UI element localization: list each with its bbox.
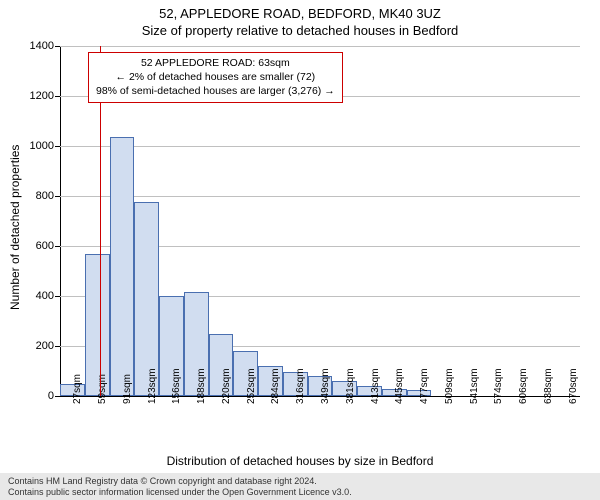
y-tick-label: 1200 bbox=[20, 90, 54, 102]
x-tick-label: 220sqm bbox=[221, 368, 232, 404]
grid-line bbox=[60, 46, 580, 47]
x-tick-label: 59sqm bbox=[97, 374, 108, 404]
x-tick-label: 413sqm bbox=[370, 368, 381, 404]
plot-area: 020040060080010001200140027sqm59sqm91sqm… bbox=[60, 46, 580, 396]
y-axis-line bbox=[60, 46, 61, 396]
info-box: 52 APPLEDORE ROAD: 63sqm← 2% of detached… bbox=[88, 52, 343, 103]
y-tick bbox=[55, 146, 60, 147]
histogram-bar bbox=[134, 202, 159, 396]
x-tick-label: 91sqm bbox=[122, 374, 133, 404]
x-tick-label: 477sqm bbox=[419, 368, 430, 404]
x-axis-label: Distribution of detached houses by size … bbox=[0, 454, 600, 468]
x-tick-label: 156sqm bbox=[171, 368, 182, 404]
y-tick bbox=[55, 346, 60, 347]
x-tick-label: 27sqm bbox=[72, 374, 83, 404]
x-tick-label: 670sqm bbox=[568, 368, 579, 404]
y-tick-label: 1400 bbox=[20, 40, 54, 52]
x-tick-label: 606sqm bbox=[518, 368, 529, 404]
x-tick-label: 445sqm bbox=[394, 368, 405, 404]
y-tick bbox=[55, 396, 60, 397]
x-tick-label: 252sqm bbox=[246, 368, 257, 404]
title-main: 52, APPLEDORE ROAD, BEDFORD, MK40 3UZ bbox=[0, 0, 600, 21]
footer-line-2: Contains public sector information licen… bbox=[8, 487, 592, 498]
info-line-1: 52 APPLEDORE ROAD: 63sqm bbox=[96, 56, 335, 70]
x-tick-label: 574sqm bbox=[493, 368, 504, 404]
y-axis-label: Number of detached properties bbox=[8, 145, 22, 310]
x-tick-label: 509sqm bbox=[444, 368, 455, 404]
histogram-bar bbox=[110, 137, 135, 396]
y-tick bbox=[55, 46, 60, 47]
footer: Contains HM Land Registry data © Crown c… bbox=[0, 473, 600, 500]
x-tick-label: 541sqm bbox=[469, 368, 480, 404]
chart-container: 52, APPLEDORE ROAD, BEDFORD, MK40 3UZ Si… bbox=[0, 0, 600, 500]
y-tick-label: 800 bbox=[20, 190, 54, 202]
x-tick-label: 349sqm bbox=[320, 368, 331, 404]
y-tick bbox=[55, 96, 60, 97]
y-tick bbox=[55, 196, 60, 197]
y-tick-label: 0 bbox=[20, 390, 54, 402]
x-tick-label: 316sqm bbox=[295, 368, 306, 404]
y-tick bbox=[55, 246, 60, 247]
y-tick-label: 600 bbox=[20, 240, 54, 252]
y-tick bbox=[55, 296, 60, 297]
title-sub: Size of property relative to detached ho… bbox=[0, 21, 600, 38]
grid-line bbox=[60, 196, 580, 197]
y-tick-label: 200 bbox=[20, 340, 54, 352]
y-tick-label: 400 bbox=[20, 290, 54, 302]
x-tick-label: 188sqm bbox=[196, 368, 207, 404]
x-tick-label: 284sqm bbox=[270, 368, 281, 404]
y-tick-label: 1000 bbox=[20, 140, 54, 152]
x-tick-label: 123sqm bbox=[147, 368, 158, 404]
x-tick-label: 638sqm bbox=[543, 368, 554, 404]
footer-line-1: Contains HM Land Registry data © Crown c… bbox=[8, 476, 592, 487]
x-tick-label: 381sqm bbox=[345, 368, 356, 404]
info-line-3: 98% of semi-detached houses are larger (… bbox=[96, 84, 335, 98]
info-line-2: ← 2% of detached houses are smaller (72) bbox=[96, 70, 335, 84]
grid-line bbox=[60, 146, 580, 147]
